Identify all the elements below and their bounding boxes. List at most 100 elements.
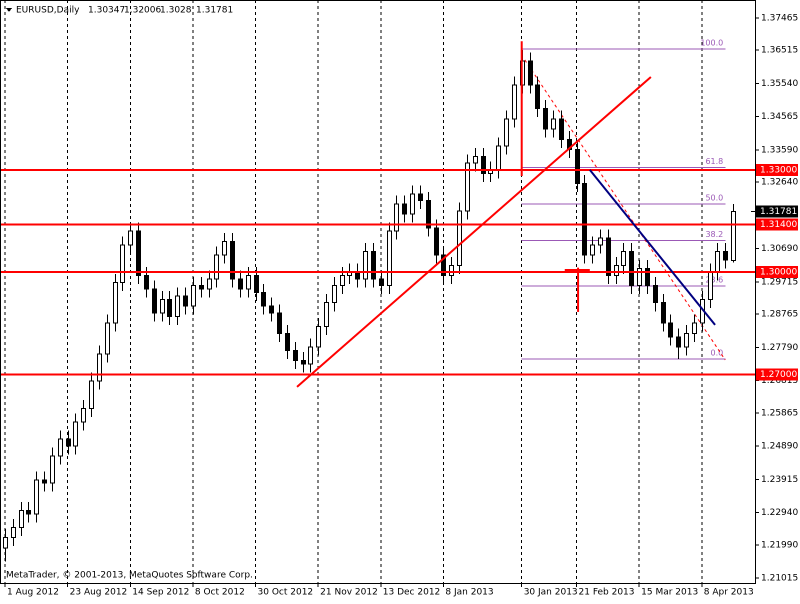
candle-body xyxy=(481,155,486,174)
candle-body xyxy=(457,210,462,266)
candle-body xyxy=(81,407,86,423)
candle-body xyxy=(379,278,384,287)
candle-body xyxy=(42,479,47,484)
candle-body xyxy=(293,349,298,362)
y-tick-label: 1.28765 xyxy=(761,310,798,320)
x-tick-label: 21 Feb 2013 xyxy=(579,588,635,598)
x-tick-label: 8 Jan 2013 xyxy=(445,588,493,598)
candle-body xyxy=(19,509,24,528)
y-tick-label: 1.24890 xyxy=(761,442,798,452)
y-tick-label: 1.26815 xyxy=(761,376,798,386)
y-tick-label: 1.36515 xyxy=(761,46,798,56)
candle-body xyxy=(629,251,634,287)
candle-body xyxy=(598,237,603,246)
candle-body xyxy=(387,230,392,287)
candle-body xyxy=(504,118,509,147)
candle-body xyxy=(222,240,227,256)
candle-body xyxy=(715,251,720,273)
candle-body xyxy=(277,312,282,334)
symbol: EURUSD,Daily xyxy=(16,6,80,16)
candle-body xyxy=(575,148,580,185)
candle-body xyxy=(183,295,188,307)
candle-body xyxy=(731,210,736,261)
plot-frame xyxy=(0,0,756,584)
candle-body xyxy=(551,118,556,130)
fibo-label: 38.2 xyxy=(705,230,723,239)
candle-body xyxy=(58,438,63,457)
y-tick-label: 1.37465 xyxy=(761,13,798,23)
candle-body xyxy=(473,155,478,164)
y-tick-label: 1.25865 xyxy=(761,408,798,418)
candle-body xyxy=(418,193,423,202)
candle-body xyxy=(113,281,118,324)
y-tick-label: 1.27790 xyxy=(761,343,798,353)
candle-body xyxy=(723,251,728,261)
candle-body xyxy=(708,271,713,300)
dashed-trendline xyxy=(524,59,726,361)
candle-body xyxy=(410,193,415,215)
candle-body xyxy=(676,336,681,348)
candle-body xyxy=(332,285,337,304)
fibo-label: 61.8 xyxy=(705,157,723,166)
fibo-label: 50.0 xyxy=(705,193,723,202)
price-label: 1.33000 xyxy=(760,165,797,175)
price-label: 1.31400 xyxy=(760,220,797,230)
x-tick-label: 8 Apr 2013 xyxy=(704,588,754,598)
candle-body xyxy=(261,292,266,307)
y-tick-label: 1.21990 xyxy=(761,540,798,550)
price-label-box xyxy=(756,368,798,381)
candle-body xyxy=(582,183,587,256)
candle-body xyxy=(175,295,180,317)
candle-body xyxy=(144,274,149,290)
candle-body xyxy=(653,285,658,304)
candle-body xyxy=(66,438,71,447)
candle-body xyxy=(167,298,172,317)
candle-body xyxy=(34,479,39,515)
price-label: 1.27000 xyxy=(760,370,797,380)
y-tick-label: 1.29715 xyxy=(761,277,798,287)
price-label-box xyxy=(756,163,798,176)
candle-body xyxy=(606,237,611,276)
candle-body xyxy=(191,285,196,307)
candle-body xyxy=(3,537,8,549)
candle-body xyxy=(692,322,697,334)
candle-body xyxy=(441,254,446,276)
x-tick-label: 21 Nov 2012 xyxy=(320,588,378,598)
ohlc-high: 1.32006 xyxy=(124,6,161,16)
y-tick-label: 1.33590 xyxy=(761,145,798,155)
x-tick-label: 30 Oct 2012 xyxy=(258,588,314,598)
candle-body xyxy=(97,353,102,382)
candle-body xyxy=(269,305,274,314)
candle-body xyxy=(285,332,290,351)
candle-body xyxy=(207,278,212,290)
x-tick-label: 1 Aug 2012 xyxy=(7,588,59,598)
candle-body xyxy=(637,268,642,287)
current-price: 1.31781 xyxy=(760,207,797,217)
candle-body xyxy=(363,251,368,280)
candle-body xyxy=(199,285,204,290)
ohlc-open: 1.30347 xyxy=(88,6,125,16)
candle-body xyxy=(128,230,133,246)
y-tick-label: 1.35540 xyxy=(761,79,798,89)
y-tick-label: 1.30690 xyxy=(761,244,798,254)
menu-arrow[interactable] xyxy=(6,8,12,12)
trendline xyxy=(589,169,716,326)
candle-body xyxy=(590,244,595,256)
candle-body xyxy=(645,268,650,287)
candle-body xyxy=(559,118,564,140)
candle-body xyxy=(614,264,619,276)
candle-body xyxy=(316,326,321,348)
candle-body xyxy=(160,298,165,314)
price-label: 1.30000 xyxy=(760,268,797,278)
candle-body xyxy=(668,322,673,338)
candle-body xyxy=(543,108,548,130)
candle-body xyxy=(152,288,157,314)
x-tick-label: 14 Sep 2012 xyxy=(132,588,189,598)
candle-body xyxy=(426,200,431,229)
candle-body xyxy=(246,274,251,290)
candle-body xyxy=(214,254,219,280)
candle-body xyxy=(355,271,360,280)
candle-body xyxy=(394,203,399,232)
candle-body xyxy=(496,145,501,171)
